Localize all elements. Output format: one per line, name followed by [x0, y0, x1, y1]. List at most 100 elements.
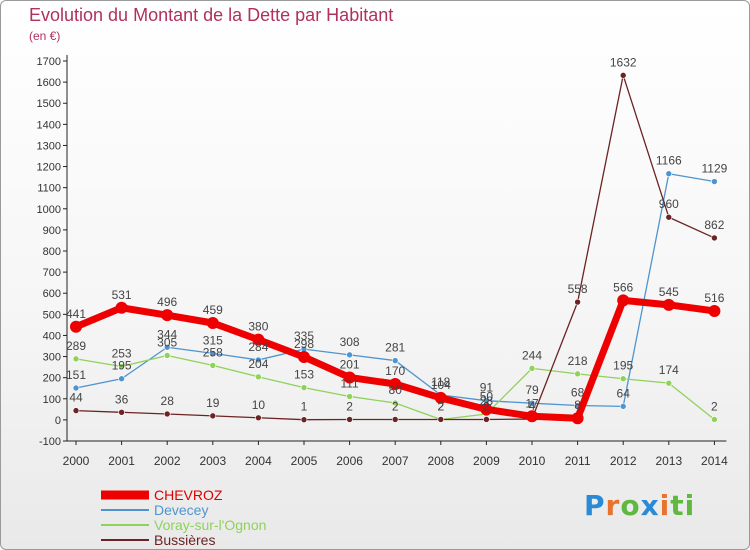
x-tick-label: 2011: [565, 454, 591, 468]
chart-title: Evolution du Montant de la Dette par Hab…: [29, 5, 394, 25]
x-tick-label: 2012: [610, 454, 637, 468]
data-point: [209, 412, 217, 420]
data-point: [300, 416, 308, 423]
data-point: [252, 333, 265, 346]
data-point: [346, 351, 353, 359]
data-label: 305: [157, 336, 177, 350]
data-point: [711, 178, 718, 185]
data-label: 104: [431, 378, 451, 392]
data-point: [708, 304, 721, 317]
data-label: 1632: [610, 55, 637, 69]
data-point: [619, 72, 627, 79]
y-tick-label: 1200: [37, 162, 61, 174]
data-label: 8: [574, 398, 581, 412]
data-label: 1129: [701, 162, 727, 176]
legend-label: Devecey: [154, 502, 208, 518]
data-point: [391, 399, 399, 407]
data-point: [118, 375, 125, 383]
data-label: 10: [252, 398, 266, 412]
data-point: [70, 320, 82, 333]
y-tick-label: 500: [43, 309, 61, 321]
data-label: 496: [157, 295, 177, 309]
data-point: [574, 298, 581, 306]
data-point: [163, 410, 171, 418]
data-point: [665, 379, 673, 387]
data-point: [163, 352, 171, 359]
data-point: [118, 363, 125, 370]
data-point: [343, 371, 356, 384]
data-point: [571, 412, 584, 425]
x-tick-label: 2002: [154, 454, 181, 468]
y-tick-label: 400: [43, 330, 61, 342]
data-label: 28: [161, 394, 175, 408]
x-tick-label: 2007: [382, 454, 409, 468]
data-label: 195: [112, 359, 132, 373]
x-tick-label: 2008: [427, 454, 454, 468]
y-tick-label: 300: [43, 352, 61, 364]
data-label: 308: [340, 335, 360, 349]
data-label: 2: [437, 399, 444, 413]
data-point: [528, 399, 536, 407]
data-point: [391, 357, 399, 364]
data-label: 441: [66, 307, 86, 321]
data-label: 545: [659, 285, 679, 299]
data-label: 516: [704, 291, 724, 305]
data-label: 4: [529, 399, 536, 413]
data-label: 335: [294, 329, 314, 343]
data-point: [72, 355, 80, 363]
data-point: [209, 362, 217, 369]
y-tick-label: 1400: [37, 119, 61, 131]
data-label: 1166: [656, 154, 682, 168]
data-point: [480, 403, 493, 416]
data-label: 2: [711, 399, 718, 413]
data-point: [346, 393, 353, 400]
x-tick-label: 2009: [473, 454, 500, 468]
data-label: 44: [69, 391, 83, 405]
data-point: [300, 384, 308, 391]
data-label: 1: [301, 400, 308, 414]
data-point: [161, 309, 174, 322]
data-point: [72, 407, 80, 414]
x-tick-label: 2001: [108, 454, 135, 468]
data-point: [72, 384, 80, 392]
data-label: 17: [525, 396, 539, 410]
x-tick-label: 2000: [63, 454, 90, 468]
data-point: [711, 234, 718, 242]
y-tick-label: -100: [39, 436, 61, 448]
legend-label: Voray-sur-l'Ognon: [154, 517, 266, 533]
data-point: [434, 391, 447, 404]
data-label: 19: [206, 396, 220, 410]
data-label: 153: [294, 368, 314, 382]
data-label: 298: [294, 337, 314, 351]
data-label: 170: [385, 364, 405, 378]
data-label: 315: [203, 333, 223, 347]
proxiti-logo: Proxiti: [584, 489, 696, 522]
y-tick-label: 900: [43, 225, 61, 237]
data-point: [526, 410, 538, 423]
data-point: [437, 416, 445, 423]
x-tick-label: 2010: [519, 454, 546, 468]
data-point: [711, 416, 718, 423]
data-point: [662, 298, 675, 311]
data-point: [255, 356, 262, 364]
data-label: 862: [704, 218, 724, 232]
data-point: [483, 416, 490, 423]
data-point: [115, 301, 128, 314]
data-label: 195: [613, 359, 633, 373]
data-label: 68: [571, 386, 585, 400]
data-label: 531: [112, 288, 132, 302]
data-label: 64: [617, 386, 631, 400]
data-label: 118: [431, 375, 450, 389]
y-tick-label: 200: [43, 373, 61, 385]
legend-label: CHEVROZ: [154, 487, 223, 503]
data-label: 2: [392, 399, 399, 413]
data-label: 79: [525, 383, 539, 397]
x-tick-label: 2006: [336, 454, 363, 468]
data-label: 111: [340, 376, 359, 390]
legend-label: Bussières: [154, 532, 215, 548]
data-label: 80: [389, 383, 403, 397]
data-point: [528, 365, 536, 372]
data-point: [665, 170, 673, 178]
